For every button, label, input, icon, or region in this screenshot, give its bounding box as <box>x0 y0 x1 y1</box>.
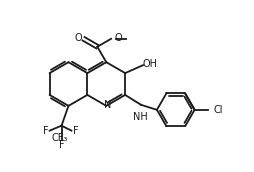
Text: OH: OH <box>142 59 157 69</box>
Text: Cl: Cl <box>213 105 223 115</box>
Text: F: F <box>73 126 78 136</box>
Text: N: N <box>104 100 111 110</box>
Text: F: F <box>43 126 49 136</box>
Text: F: F <box>59 139 64 149</box>
Text: CF₃: CF₃ <box>51 133 68 143</box>
Text: O: O <box>114 33 122 43</box>
Text: O: O <box>75 33 83 43</box>
Text: NH: NH <box>133 112 147 122</box>
